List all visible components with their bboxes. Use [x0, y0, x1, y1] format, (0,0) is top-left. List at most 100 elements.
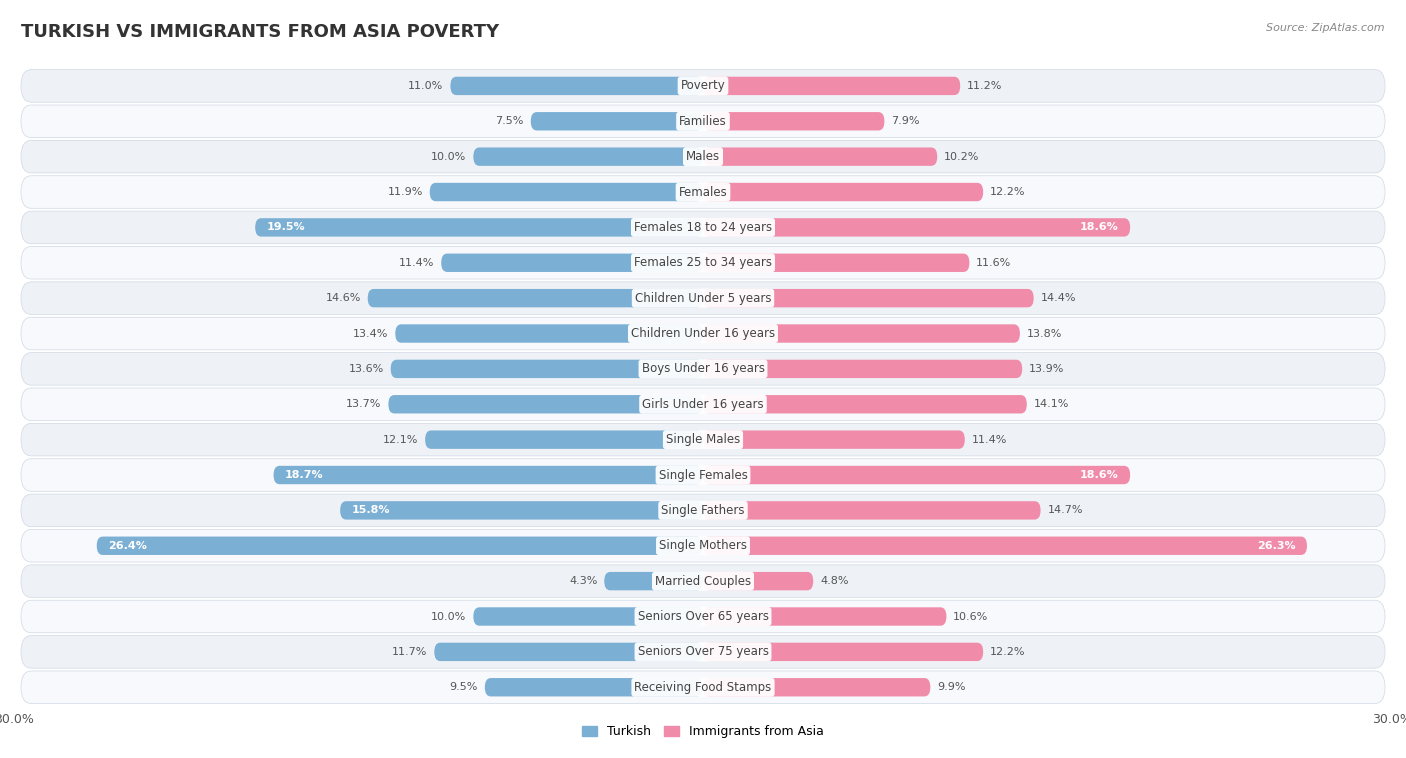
Text: Boys Under 16 years: Boys Under 16 years: [641, 362, 765, 375]
FancyBboxPatch shape: [21, 671, 1385, 703]
FancyBboxPatch shape: [450, 77, 703, 95]
Text: Single Mothers: Single Mothers: [659, 539, 747, 553]
FancyBboxPatch shape: [395, 324, 703, 343]
Text: 18.6%: 18.6%: [1080, 470, 1119, 480]
Text: 12.2%: 12.2%: [990, 647, 1025, 657]
FancyBboxPatch shape: [256, 218, 703, 236]
FancyBboxPatch shape: [21, 636, 1385, 668]
Text: 26.4%: 26.4%: [108, 540, 148, 551]
Text: 12.2%: 12.2%: [990, 187, 1025, 197]
FancyBboxPatch shape: [21, 246, 1385, 279]
Text: 10.6%: 10.6%: [953, 612, 988, 622]
FancyBboxPatch shape: [703, 572, 813, 590]
FancyBboxPatch shape: [21, 105, 1385, 137]
Text: 14.1%: 14.1%: [1033, 399, 1069, 409]
Text: 18.6%: 18.6%: [1080, 222, 1119, 233]
FancyBboxPatch shape: [703, 218, 1130, 236]
Text: 11.0%: 11.0%: [408, 81, 443, 91]
Text: 13.9%: 13.9%: [1029, 364, 1064, 374]
Text: 11.2%: 11.2%: [967, 81, 1002, 91]
Text: 13.4%: 13.4%: [353, 328, 388, 339]
Text: Females: Females: [679, 186, 727, 199]
FancyBboxPatch shape: [21, 530, 1385, 562]
FancyBboxPatch shape: [703, 148, 938, 166]
Text: 14.6%: 14.6%: [325, 293, 361, 303]
FancyBboxPatch shape: [703, 466, 1130, 484]
Text: Males: Males: [686, 150, 720, 163]
Text: 7.9%: 7.9%: [891, 116, 920, 127]
FancyBboxPatch shape: [425, 431, 703, 449]
FancyBboxPatch shape: [703, 643, 983, 661]
Text: Single Males: Single Males: [666, 433, 740, 446]
Text: 10.2%: 10.2%: [945, 152, 980, 161]
Text: Seniors Over 75 years: Seniors Over 75 years: [637, 645, 769, 659]
FancyBboxPatch shape: [21, 565, 1385, 597]
Text: 13.6%: 13.6%: [349, 364, 384, 374]
FancyBboxPatch shape: [703, 395, 1026, 413]
FancyBboxPatch shape: [21, 352, 1385, 385]
Text: 4.8%: 4.8%: [820, 576, 849, 586]
Text: Families: Families: [679, 114, 727, 128]
Text: 15.8%: 15.8%: [352, 506, 389, 515]
FancyBboxPatch shape: [703, 537, 1308, 555]
FancyBboxPatch shape: [97, 537, 703, 555]
FancyBboxPatch shape: [703, 607, 946, 625]
FancyBboxPatch shape: [434, 643, 703, 661]
FancyBboxPatch shape: [388, 395, 703, 413]
FancyBboxPatch shape: [703, 324, 1019, 343]
Text: Seniors Over 65 years: Seniors Over 65 years: [637, 610, 769, 623]
FancyBboxPatch shape: [368, 289, 703, 307]
FancyBboxPatch shape: [474, 607, 703, 625]
FancyBboxPatch shape: [485, 678, 703, 697]
Text: 11.4%: 11.4%: [972, 434, 1007, 445]
FancyBboxPatch shape: [703, 112, 884, 130]
Text: 18.7%: 18.7%: [285, 470, 323, 480]
Text: 12.1%: 12.1%: [382, 434, 418, 445]
FancyBboxPatch shape: [21, 459, 1385, 491]
Text: Married Couples: Married Couples: [655, 575, 751, 587]
Text: TURKISH VS IMMIGRANTS FROM ASIA POVERTY: TURKISH VS IMMIGRANTS FROM ASIA POVERTY: [21, 23, 499, 41]
FancyBboxPatch shape: [21, 424, 1385, 456]
Text: 13.8%: 13.8%: [1026, 328, 1062, 339]
FancyBboxPatch shape: [703, 183, 983, 201]
FancyBboxPatch shape: [21, 140, 1385, 173]
Text: 11.9%: 11.9%: [388, 187, 423, 197]
FancyBboxPatch shape: [474, 148, 703, 166]
Text: 9.5%: 9.5%: [450, 682, 478, 692]
Text: 26.3%: 26.3%: [1257, 540, 1295, 551]
Text: Poverty: Poverty: [681, 80, 725, 92]
FancyBboxPatch shape: [21, 70, 1385, 102]
FancyBboxPatch shape: [21, 211, 1385, 243]
Text: Source: ZipAtlas.com: Source: ZipAtlas.com: [1267, 23, 1385, 33]
FancyBboxPatch shape: [21, 318, 1385, 349]
Text: Girls Under 16 years: Girls Under 16 years: [643, 398, 763, 411]
FancyBboxPatch shape: [703, 678, 931, 697]
Text: 19.5%: 19.5%: [267, 222, 305, 233]
Legend: Turkish, Immigrants from Asia: Turkish, Immigrants from Asia: [578, 720, 828, 744]
FancyBboxPatch shape: [21, 494, 1385, 527]
Text: 11.4%: 11.4%: [399, 258, 434, 268]
FancyBboxPatch shape: [21, 176, 1385, 208]
FancyBboxPatch shape: [703, 77, 960, 95]
Text: 14.7%: 14.7%: [1047, 506, 1083, 515]
Text: 11.7%: 11.7%: [392, 647, 427, 657]
Text: 13.7%: 13.7%: [346, 399, 381, 409]
Text: 10.0%: 10.0%: [432, 612, 467, 622]
FancyBboxPatch shape: [703, 289, 1033, 307]
Text: Children Under 16 years: Children Under 16 years: [631, 327, 775, 340]
Text: Children Under 5 years: Children Under 5 years: [634, 292, 772, 305]
FancyBboxPatch shape: [703, 254, 969, 272]
Text: Females 18 to 24 years: Females 18 to 24 years: [634, 221, 772, 234]
Text: Single Fathers: Single Fathers: [661, 504, 745, 517]
FancyBboxPatch shape: [274, 466, 703, 484]
FancyBboxPatch shape: [21, 600, 1385, 633]
FancyBboxPatch shape: [703, 501, 1040, 519]
Text: 4.3%: 4.3%: [569, 576, 598, 586]
Text: Females 25 to 34 years: Females 25 to 34 years: [634, 256, 772, 269]
FancyBboxPatch shape: [21, 388, 1385, 421]
FancyBboxPatch shape: [391, 360, 703, 378]
FancyBboxPatch shape: [21, 282, 1385, 315]
FancyBboxPatch shape: [430, 183, 703, 201]
Text: Receiving Food Stamps: Receiving Food Stamps: [634, 681, 772, 694]
FancyBboxPatch shape: [605, 572, 703, 590]
